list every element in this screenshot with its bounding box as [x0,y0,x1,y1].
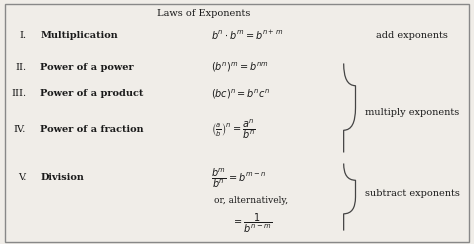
Text: Laws of Exponents: Laws of Exponents [157,9,250,18]
Text: $\dfrac{b^m}{b^n} = b^{m-n}$: $\dfrac{b^m}{b^n} = b^{m-n}$ [211,166,266,190]
Text: Power of a power: Power of a power [40,63,134,71]
FancyBboxPatch shape [5,4,469,242]
Text: Power of a product: Power of a product [40,90,144,98]
Text: $b^n \cdot b^m = b^{n+m}$: $b^n \cdot b^m = b^{n+m}$ [211,29,283,42]
Text: III.: III. [11,90,26,98]
Text: Division: Division [40,173,84,182]
Text: or, alternatively,: or, alternatively, [214,196,288,204]
Text: V.: V. [18,173,26,182]
Text: IV.: IV. [14,125,26,134]
Text: $(bc)^n = b^n c^n$: $(bc)^n = b^n c^n$ [211,87,270,101]
Text: Multiplication: Multiplication [40,31,118,40]
Text: add exponents: add exponents [376,31,448,40]
Text: Power of a fraction: Power of a fraction [40,125,144,134]
Text: I.: I. [19,31,26,40]
Text: II.: II. [15,63,26,71]
Text: $\left(\frac{a}{b}\right)^n = \dfrac{a^n}{b^n}$: $\left(\frac{a}{b}\right)^n = \dfrac{a^n… [211,117,256,141]
Text: multiply exponents: multiply exponents [365,108,459,117]
Text: $(b^n)^m = b^{nm}$: $(b^n)^m = b^{nm}$ [211,61,269,74]
Text: $= \dfrac{1}{b^{n-m}}$: $= \dfrac{1}{b^{n-m}}$ [232,212,273,235]
Text: subtract exponents: subtract exponents [365,190,460,198]
